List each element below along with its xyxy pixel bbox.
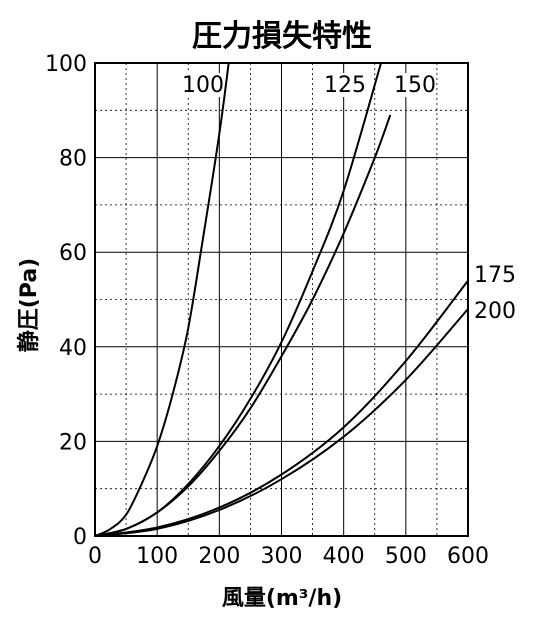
x-tick-label: 500 (385, 544, 427, 569)
chart-title: 圧力損失特性 (192, 19, 372, 54)
series-labels: 100 125 150 175 200 (182, 73, 516, 324)
grid (95, 63, 468, 536)
series-label-bg (183, 73, 223, 97)
y-tick-label: 40 (59, 336, 87, 361)
plot-frame (94, 62, 469, 537)
y-tick-label: 80 (59, 147, 87, 172)
y-tick-label: 100 (45, 52, 87, 77)
series-label-200: 200 (474, 299, 516, 324)
x-tick-label: 100 (136, 544, 178, 569)
x-tick-label: 600 (447, 544, 489, 569)
x-tick-label: 300 (261, 544, 303, 569)
series-label-bg (325, 73, 365, 97)
y-tick-label: 20 (59, 430, 87, 455)
series-label-175: 175 (474, 263, 516, 288)
x-tick-label: 0 (88, 544, 102, 569)
series-line-125 (94, 62, 382, 537)
y-tick-label: 0 (73, 525, 87, 550)
series-line-200 (94, 308, 469, 537)
series-line-100 (94, 62, 230, 537)
series-line-175 (94, 279, 469, 537)
y-tick-label: 60 (59, 241, 87, 266)
series-label-100: 100 (182, 73, 224, 98)
x-axis-label: 風量(m³/h) (222, 586, 342, 611)
x-tick-label: 200 (198, 544, 240, 569)
series-layer (94, 62, 469, 537)
x-tick-label: 400 (323, 544, 365, 569)
series-label-bg (395, 73, 435, 97)
series-label-125: 125 (324, 73, 366, 98)
series-label-150: 150 (394, 73, 436, 98)
series-line-150 (94, 114, 392, 537)
tick-labels: 0 100 200 300 400 500 600 0 20 40 60 80 100 (45, 52, 489, 569)
y-axis-label: 静圧(Pa) (16, 258, 42, 353)
